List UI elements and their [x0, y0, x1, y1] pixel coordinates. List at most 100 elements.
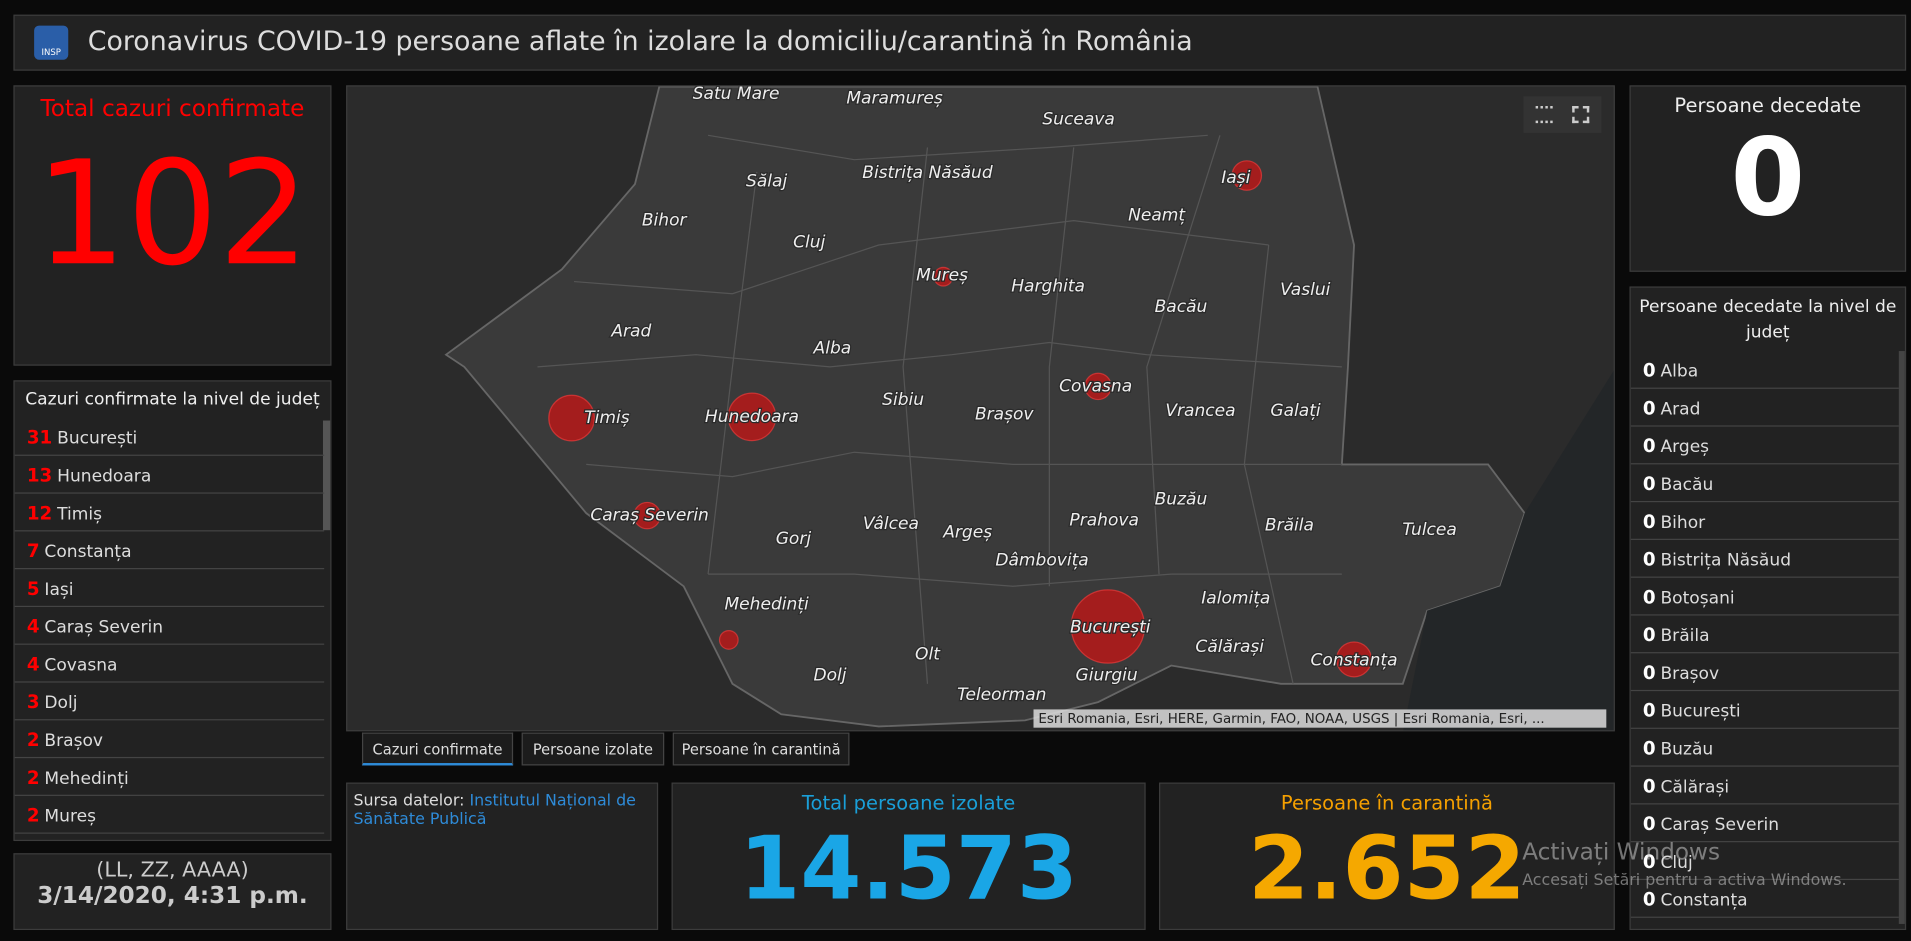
county-label: Gorj: [776, 529, 812, 549]
isolated-title: Total persoane izolate: [801, 791, 1016, 815]
list-row: 7 Constanța: [14, 533, 325, 570]
list-row: 3 Dolj: [14, 684, 325, 721]
list-row: 0 Buzău: [1630, 730, 1899, 767]
case-bubble: [1336, 641, 1373, 678]
row-name: Bistrița Năsăud: [1660, 550, 1792, 571]
deaths-value: 0: [1730, 114, 1806, 241]
row-count: 0: [1642, 699, 1656, 722]
row-count: 0: [1642, 813, 1656, 835]
row-count: 0: [1642, 850, 1656, 873]
list-row: 4 Caraș Severin: [14, 608, 325, 645]
tab[interactable]: Persoane în carantină: [672, 732, 850, 766]
list-row: 0 Alba: [1630, 352, 1899, 389]
row-name: Bacău: [1660, 475, 1714, 495]
county-label: Mehedinți: [724, 595, 809, 615]
list-row: 5 Iași: [14, 570, 325, 608]
total-panel: Total cazuri confirmate 102: [13, 85, 332, 366]
county-label: Sibiu: [882, 390, 924, 410]
row-count: 0: [1642, 624, 1656, 647]
row-name: Cluj: [1660, 853, 1693, 873]
county-label: Suceava: [1042, 109, 1114, 129]
county-label: Tulcea: [1402, 520, 1457, 540]
watermark-title: Activați Windows: [1522, 838, 1721, 866]
map[interactable]: Satu Mare Maramureș Suceava Sălaj Bistrița N…: [346, 85, 1615, 732]
county-label: Argeș: [942, 523, 992, 543]
row-count: 4: [26, 653, 40, 676]
row-name: Covasna: [44, 655, 118, 676]
row-name: București: [1660, 702, 1741, 722]
isolated-panel: Total persoane izolate 14.573: [671, 782, 1146, 931]
row-count: 0: [1642, 661, 1656, 684]
row-count: 0: [1642, 397, 1656, 420]
basemap-button[interactable]: [1572, 106, 1590, 124]
list-row: 0 Călărași: [1630, 768, 1899, 805]
county-label: Mureș: [916, 265, 968, 285]
county-label: Neamț: [1128, 206, 1186, 226]
county-label: Timiș: [584, 408, 629, 428]
list-row: 4 Covasna: [14, 646, 325, 683]
list-row: 0 Constanța: [1630, 881, 1899, 918]
row-count: 0: [1642, 548, 1656, 571]
scrollbar[interactable]: [1898, 351, 1905, 924]
row-name: Mehedinți: [44, 769, 129, 789]
list-title: Cazuri confirmate la nivel de județ: [25, 390, 320, 410]
tab[interactable]: Persoane izolate: [521, 732, 665, 766]
deaths-list: Persoane decedate la nivel de județ 0 Alb…: [1629, 286, 1907, 931]
county-label: Vrancea: [1165, 401, 1235, 421]
sea: [1403, 370, 1614, 731]
row-name: Arad: [1660, 399, 1701, 420]
county-label: Brașov: [975, 404, 1034, 424]
list-row: 0 Brăila: [1630, 617, 1899, 654]
date-value: 3/14/2020, 4:31 p.m.: [37, 882, 308, 910]
row-count: 0: [1642, 435, 1656, 458]
list-row: 0 Cluj: [1630, 843, 1899, 881]
list-row: 31 București: [14, 419, 325, 456]
country-shape: [444, 86, 1526, 728]
list-row: 0 Bistrița Năsăud: [1630, 541, 1899, 578]
row-count: 3: [26, 691, 40, 714]
county-label: Iași: [1221, 168, 1250, 188]
county-label: Maramureș: [846, 89, 943, 109]
row-count: 2: [26, 766, 40, 789]
county-label: Cluj: [793, 233, 825, 253]
quarantine-panel: Persoane în carantină 2.652: [1159, 782, 1615, 931]
date-panel: (LL, ZZ, AAAA) 3/14/2020, 4:31 p.m.: [13, 853, 332, 931]
row-name: Iași: [44, 580, 74, 600]
legend-button[interactable]: [1535, 106, 1553, 124]
total-title: Total cazuri confirmate: [40, 95, 305, 122]
county-label: București: [1070, 618, 1151, 638]
scrollbar[interactable]: [322, 420, 331, 531]
list-row: 12 Timiș: [14, 495, 325, 532]
quarantine-value: 2.652: [1248, 816, 1526, 920]
county-label: Olt: [915, 645, 941, 665]
source-link[interactable]: Institutul Național de Sănătate Publică: [353, 792, 636, 829]
county-label: Ialomița: [1201, 588, 1270, 608]
county-label: Alba: [813, 339, 852, 359]
case-bubble: [1084, 372, 1112, 401]
row-count: 2: [26, 804, 40, 827]
source-panel: Sursa datelor: Institutul Național de Să…: [346, 782, 659, 931]
county-label: Brăila: [1265, 515, 1314, 535]
county-label: Bihor: [642, 211, 688, 231]
tab[interactable]: Cazuri confirmate: [361, 732, 514, 766]
county-label: Bacău: [1155, 297, 1208, 317]
county-label: Dâmbovița: [995, 551, 1088, 571]
watermark-text: Accesați Setări pentru a activa Windows.: [1522, 871, 1847, 890]
county-label: Buzău: [1155, 490, 1208, 510]
row-count: 0: [1642, 775, 1656, 798]
case-bubble: [1231, 160, 1263, 191]
row-count: 12: [26, 502, 53, 525]
county-label: Hunedoara: [705, 407, 799, 427]
row-name: Brașov: [1660, 664, 1720, 684]
list-row: 0 Argeș: [1630, 428, 1899, 465]
row-count: 4: [26, 615, 40, 638]
list-row: 0 Brașov: [1630, 655, 1899, 692]
county-label: Giurgiu: [1076, 665, 1138, 685]
row-name: Hunedoara: [57, 466, 152, 487]
county-label: Prahova: [1069, 510, 1139, 530]
map-toolbar[interactable]: [1523, 96, 1602, 133]
row-name: Mureș: [44, 806, 96, 827]
row-name: Călărași: [1660, 777, 1730, 798]
